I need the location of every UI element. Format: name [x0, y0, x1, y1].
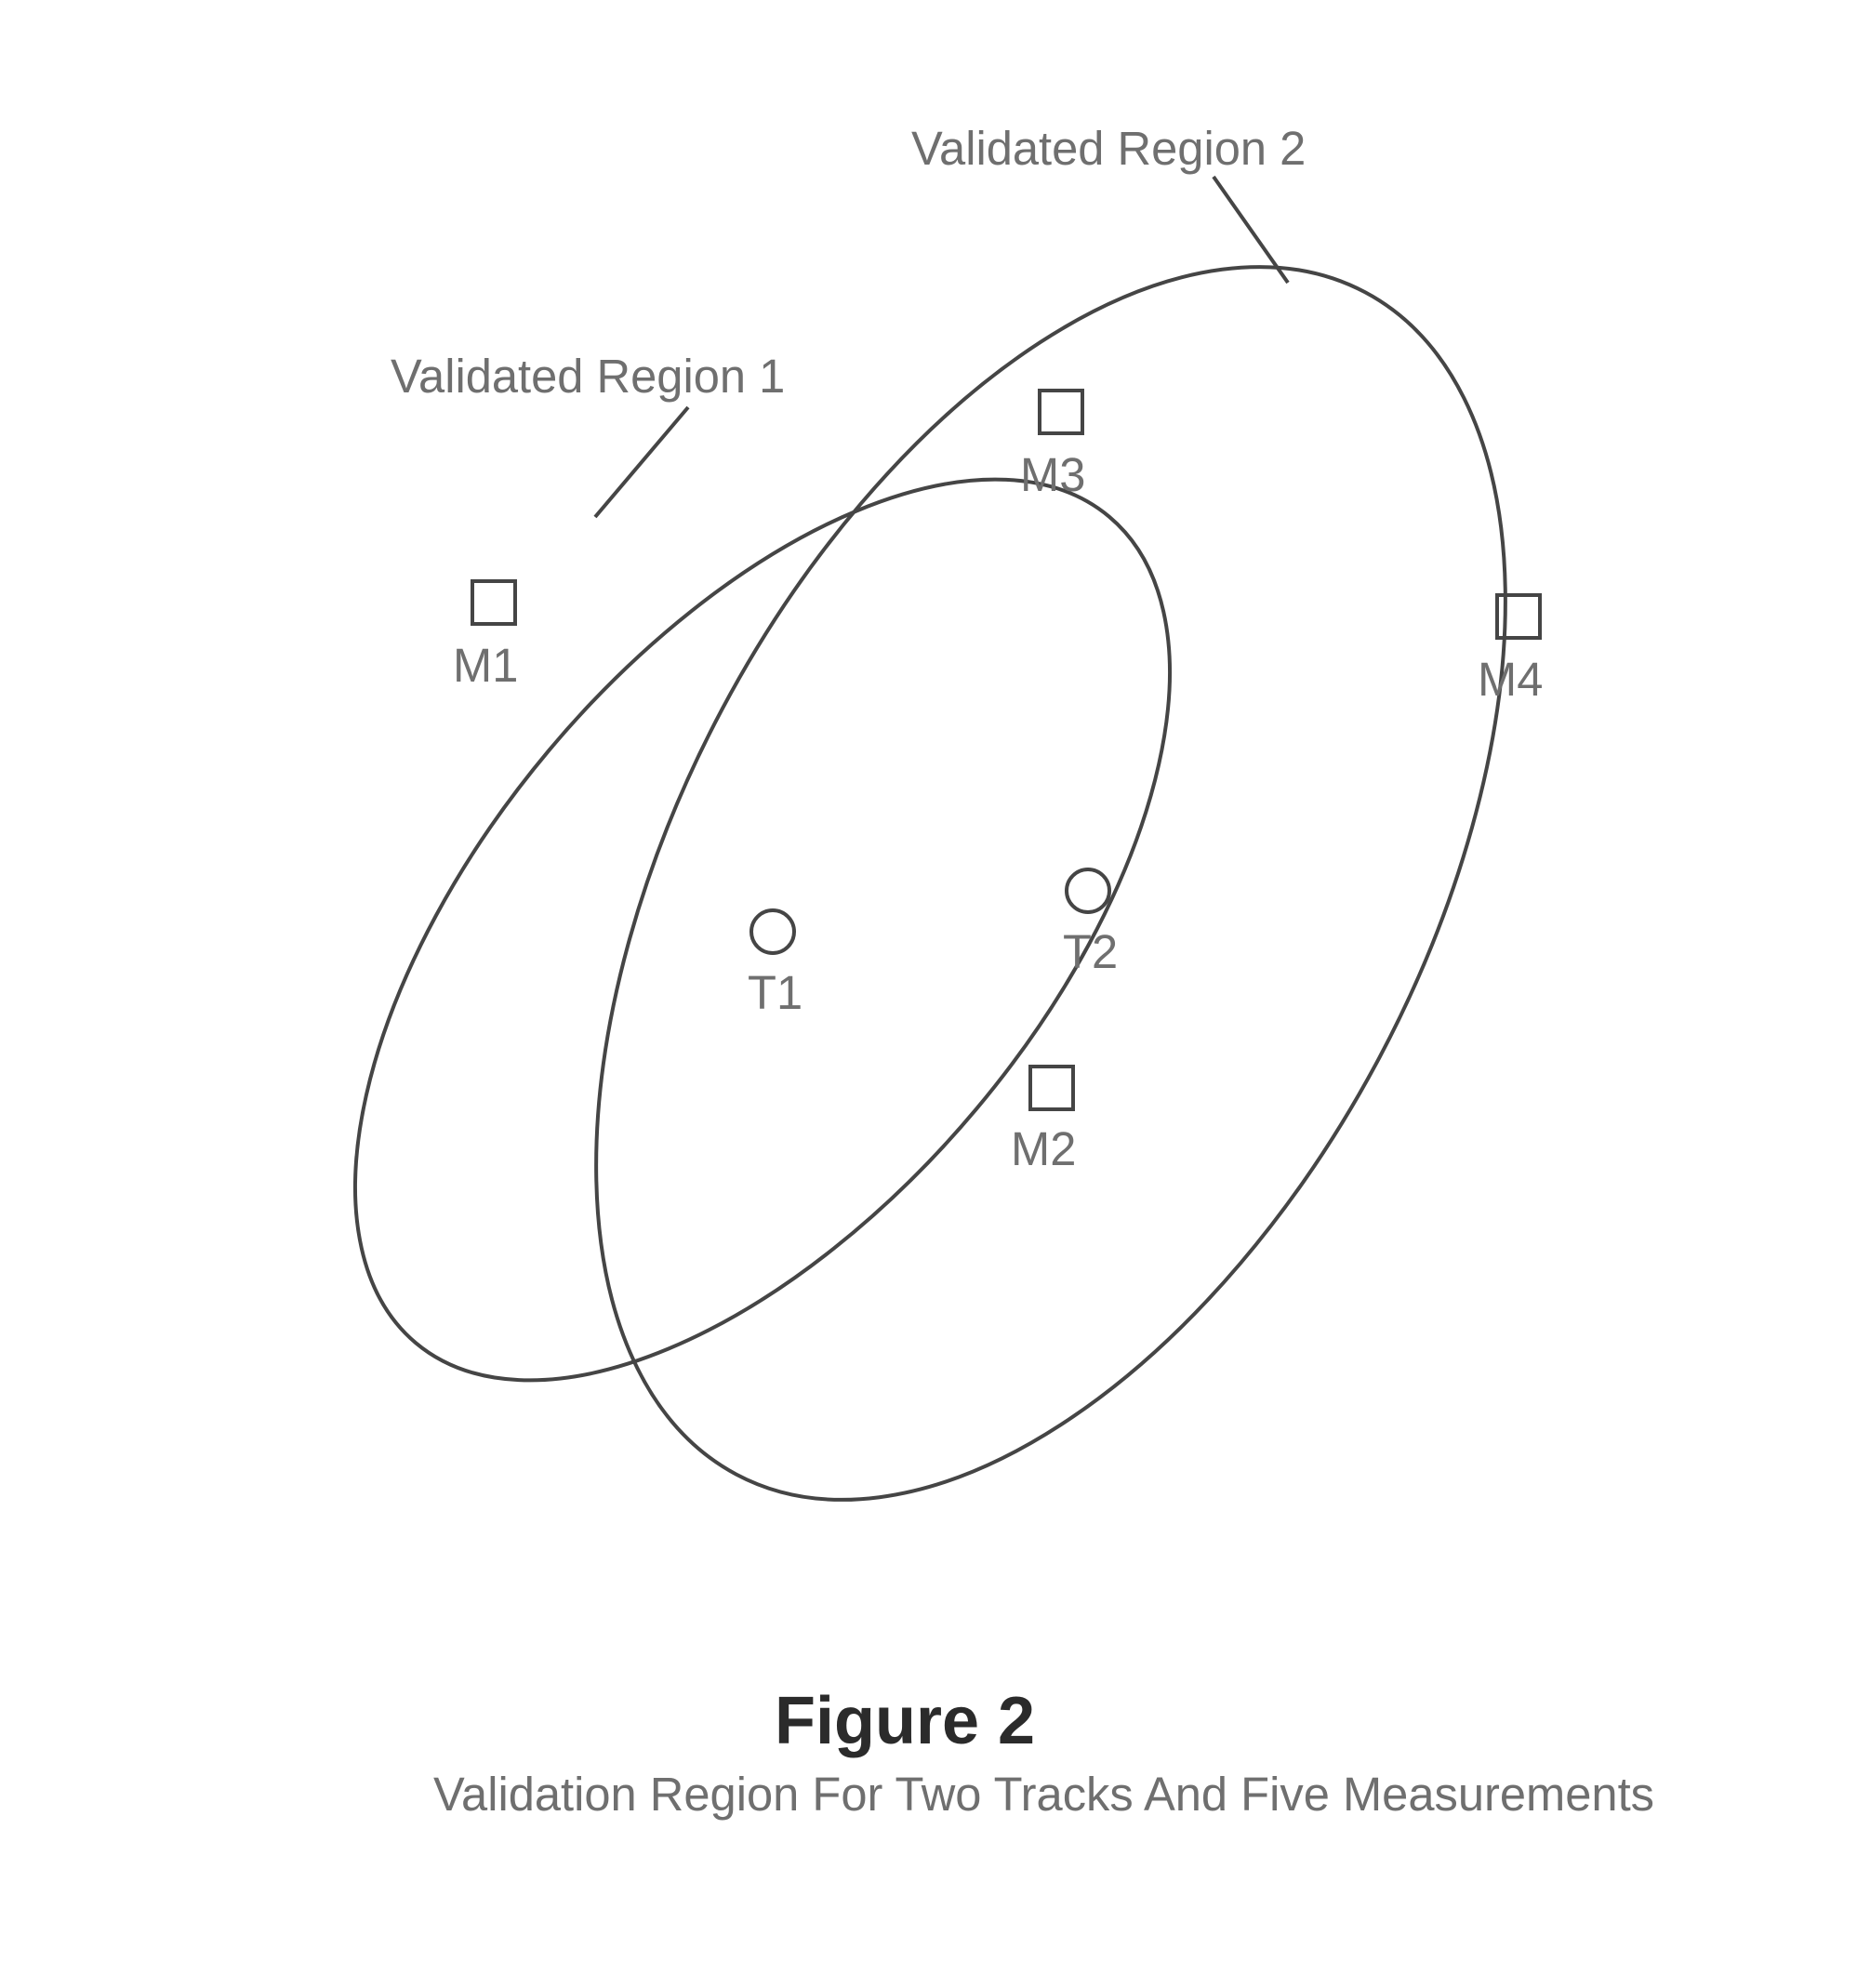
measurement-marker	[1030, 1067, 1073, 1109]
measurement-label: M1	[453, 638, 518, 693]
figure-title: Figure 2	[775, 1683, 1035, 1759]
validated-region-2-ellipse	[408, 117, 1693, 1649]
track-label: T1	[748, 965, 802, 1020]
track-label: T2	[1063, 924, 1118, 979]
leader-line-region-1	[595, 407, 688, 517]
track-marker	[1067, 869, 1109, 912]
diagram-canvas: Validated Region 1 Validated Region 2 T1…	[0, 0, 1857, 1988]
region-2-label: Validated Region 2	[911, 121, 1306, 176]
measurement-label: M3	[1020, 447, 1085, 502]
measurement-marker	[1040, 391, 1082, 433]
region-1-label: Validated Region 1	[391, 349, 785, 404]
track-marker	[751, 910, 794, 953]
measurement-marker	[472, 581, 515, 624]
validated-region-1-ellipse	[202, 338, 1322, 1522]
measurement-label: M4	[1478, 652, 1543, 707]
figure-subtitle: Validation Region For Two Tracks And Fiv…	[433, 1767, 1654, 1822]
measurement-label: M2	[1011, 1121, 1076, 1176]
